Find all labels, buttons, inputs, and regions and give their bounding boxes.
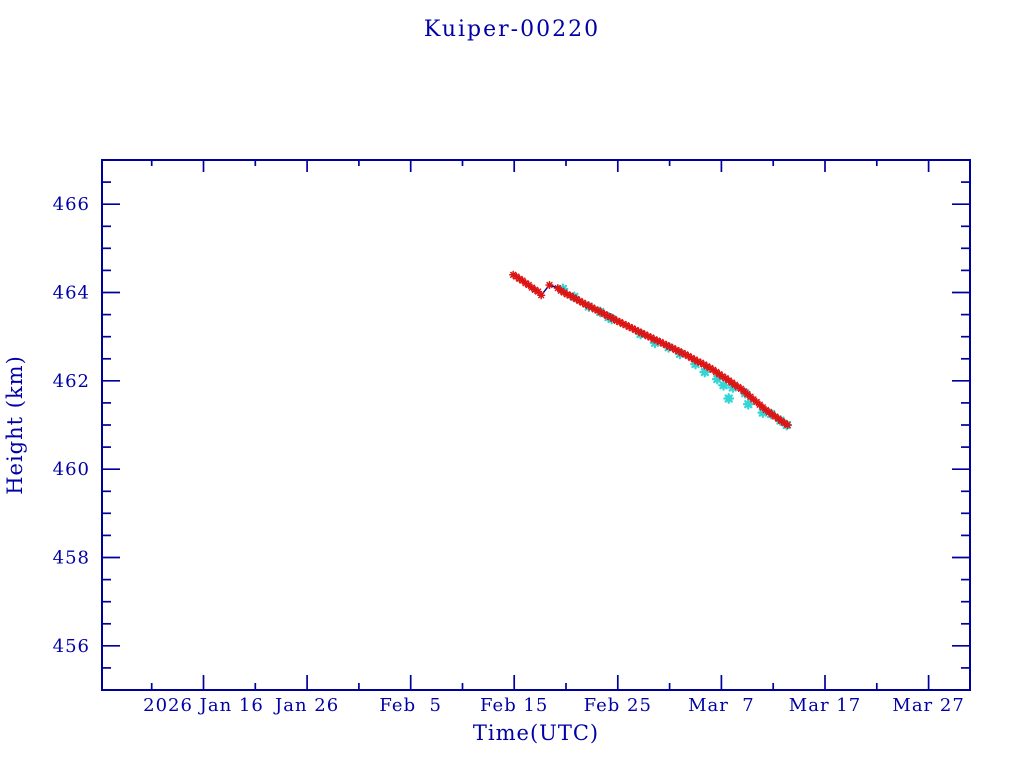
x-tick-label: Mar 7 <box>688 695 755 716</box>
x-tick-label: Jan 26 <box>273 695 339 716</box>
plot-frame <box>101 159 971 691</box>
x-tick-label: Feb 15 <box>480 695 548 716</box>
y-tick-label: 462 <box>53 371 90 392</box>
axis-ticks <box>102 160 970 690</box>
y-tick-label: 464 <box>53 283 90 304</box>
x-tick-label: Mar 17 <box>789 695 861 716</box>
x-tick-label: Feb 5 <box>379 695 442 716</box>
height-red-markers <box>509 270 792 430</box>
tick-labels: 2026 Jan 16 Jan 26 Feb 5 Feb 15 Feb 25 Mar 7 M… <box>53 194 964 716</box>
chart-title: Kuiper-00220 <box>423 17 601 42</box>
x-tick-label: Feb 25 <box>584 695 652 716</box>
y-tick-label: 460 <box>53 459 90 480</box>
y-tick-label: 458 <box>53 548 90 569</box>
y-tick-label: 456 <box>53 636 90 657</box>
x-tick-label: Mar 27 <box>892 695 964 716</box>
x-tick-label: 2026 Jan 16 <box>143 695 264 716</box>
y-axis-title: Height (km) <box>3 355 27 495</box>
x-axis-title: Time(UTC) <box>473 721 599 745</box>
y-tick-label: 466 <box>53 194 90 215</box>
